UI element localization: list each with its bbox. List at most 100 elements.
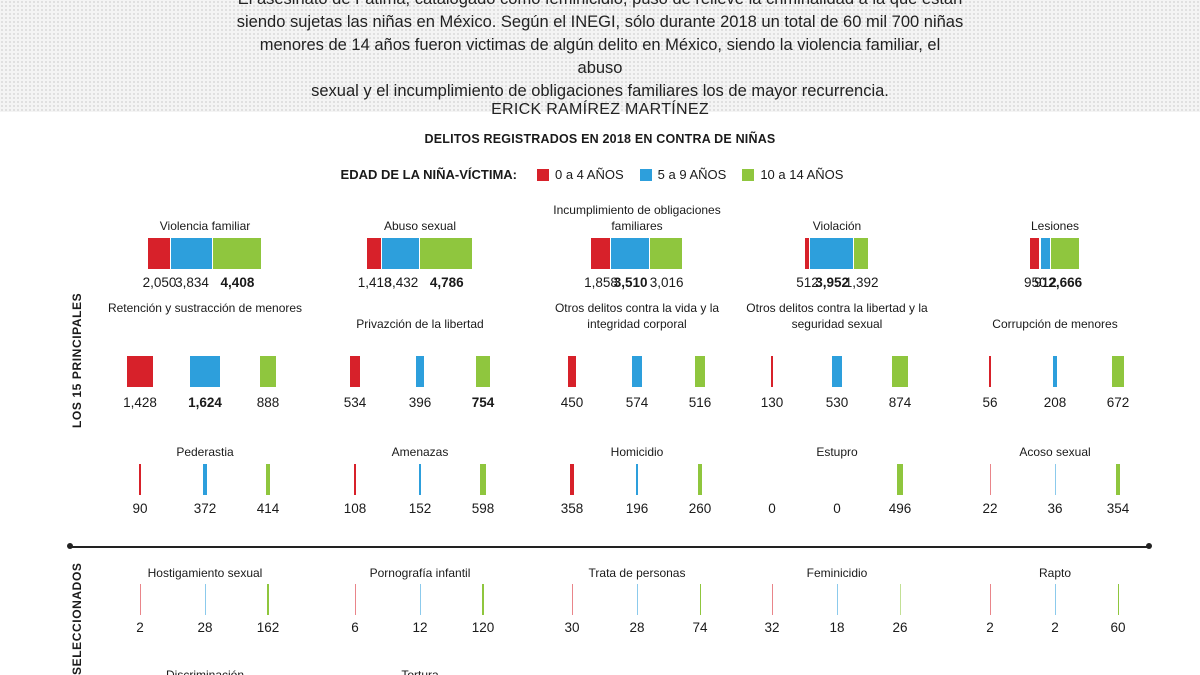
bar-feminicidio-1: [836, 584, 838, 615]
value-label-violacion-1: 3,952: [815, 275, 850, 290]
value-label-pederastia-1: 372: [193, 501, 217, 516]
value-label-otros-delitos-contra-la-libertad-y-la-seguridad-sexual-2: 874: [888, 395, 912, 410]
panel-title-rapto: Rapto: [1038, 566, 1072, 580]
panel-title-pederastia: Pederastia: [176, 445, 234, 459]
bar-trata-de-personas-2: [699, 584, 701, 615]
value-label-homicidio-2: 260: [688, 501, 712, 516]
value-label-abuso-sexual-2: 4,786: [429, 275, 464, 290]
panel-title-pornografia-infantil: Pornografía infantil: [369, 566, 471, 580]
bar-retencion-y-sustraccion-de-menores-0: [126, 356, 154, 387]
bar-rapto-1: [1054, 584, 1056, 615]
bar-trata-de-personas-1: [636, 584, 638, 615]
panel-title-estupro: Estupro: [816, 445, 858, 459]
bar-violacion-2: [853, 238, 869, 269]
divider-endpoint: [1146, 543, 1152, 549]
bar-otros-delitos-contra-la-vida-y-la-integridad-corporal-1: [631, 356, 643, 387]
bar-abuso-sexual-0: [366, 238, 382, 269]
value-label-violencia-familiar-1: 3,834: [175, 275, 209, 290]
bar-abuso-sexual-2: [420, 238, 473, 269]
value-label-privazcion-de-la-libertad-0: 534: [343, 395, 367, 410]
value-label-rapto-0: 2: [986, 620, 994, 635]
bar-hostigamiento-sexual-1: [204, 584, 206, 615]
panel-title-trata-de-personas: Trata de personas: [588, 566, 686, 580]
bar-trata-de-personas-0: [571, 584, 573, 615]
bar-corrupcion-de-menores-2: [1111, 356, 1125, 387]
intro-line: menores de 14 años fueron victimas de al…: [259, 36, 941, 77]
bar-corrupcion-de-menores-1: [1053, 356, 1057, 387]
value-label-amenazas-0: 108: [343, 501, 367, 516]
panel-title-privazcion-de-la-libertad: Privazción de la libertad: [356, 317, 484, 331]
value-label-lesiones-0: 950: [1023, 275, 1047, 290]
intro-paragraph: El asesinato de Fátima, catalogado como …: [235, 0, 965, 103]
value-label-estupro-0: 0: [768, 501, 776, 516]
value-label-pornografia-infantil-1: 12: [412, 620, 428, 635]
legend-item-0-4: 0 a 4 AÑOS: [537, 167, 624, 182]
value-label-corrupcion-de-menores-1: 208: [1043, 395, 1067, 410]
value-label-corrupcion-de-menores-2: 672: [1106, 395, 1130, 410]
value-label-feminicidio-1: 18: [829, 620, 845, 635]
panel-title-retencion-y-sustraccion-de-menores: Retención y sustracción de menores: [107, 301, 303, 315]
bar-pederastia-2: [265, 464, 271, 495]
bar-amenazas-1: [419, 464, 421, 495]
bar-acoso-sexual-1: [1054, 464, 1056, 495]
value-label-privazcion-de-la-libertad-2: 754: [471, 395, 495, 410]
legend-swatch-red: [537, 168, 549, 181]
panel-title-corrupcion-de-menores: Corrupción de menores: [992, 317, 1118, 331]
value-label-acoso-sexual-2: 354: [1106, 501, 1130, 516]
bar-violacion-0: [804, 238, 810, 269]
panel-title-otros-delitos-contra-la-vida-y-la-integridad-corporal: Otros delitos contra la vida y la integr…: [554, 301, 720, 331]
legend-label: 0 a 4 AÑOS: [555, 167, 624, 182]
bar-incumplimiento-de-obligaciones-familiares-0: [590, 238, 611, 269]
value-label-rapto-1: 2: [1051, 620, 1059, 635]
value-label-rapto-2: 60: [1110, 620, 1126, 635]
bar-pederastia-0: [139, 464, 141, 495]
value-label-pederastia-0: 90: [132, 501, 148, 516]
bar-feminicidio-2: [899, 584, 901, 615]
value-label-acoso-sexual-0: 22: [982, 501, 998, 516]
bar-pornografia-infantil-0: [354, 584, 356, 615]
panel-title-violacion: Violación: [812, 219, 862, 233]
bar-corrupcion-de-menores-0: [989, 356, 991, 387]
section-divider: [70, 546, 1150, 548]
panel-title-homicidio: Homicidio: [610, 445, 664, 459]
bar-incumplimiento-de-obligaciones-familiares-1: [611, 238, 649, 269]
panel-title-amenazas: Amenazas: [391, 445, 449, 459]
value-label-amenazas-1: 152: [408, 501, 432, 516]
intro-line: sexual y el incumplimiento de obligacion…: [311, 82, 889, 100]
bar-violencia-familiar-2: [213, 238, 261, 269]
value-label-abuso-sexual-1: 3,432: [384, 275, 419, 290]
value-label-homicidio-1: 196: [625, 501, 649, 516]
value-label-trata-de-personas-2: 74: [692, 620, 708, 635]
panel-title-discriminacion: Discriminación: [165, 668, 245, 675]
bar-hostigamiento-sexual-2: [267, 584, 269, 615]
bar-violencia-familiar-0: [148, 238, 170, 269]
value-label-privazcion-de-la-libertad-1: 396: [408, 395, 432, 410]
panel-title-lesiones: Lesiones: [1030, 219, 1080, 233]
bar-abuso-sexual-1: [382, 238, 420, 269]
bar-retencion-y-sustraccion-de-menores-1: [190, 356, 220, 387]
bar-lesiones-2: [1050, 238, 1079, 269]
divider-endpoint: [67, 543, 73, 549]
intro-line: El asesinato de Fátima, catalogado como …: [235, 0, 965, 11]
bar-otros-delitos-contra-la-libertad-y-la-seguridad-sexual-0: [770, 356, 774, 387]
bar-pederastia-1: [202, 464, 208, 495]
bar-otros-delitos-contra-la-vida-y-la-integridad-corporal-0: [567, 356, 577, 387]
bar-lesiones-0: [1030, 238, 1040, 269]
legend-swatch-blue: [639, 168, 652, 181]
value-label-violencia-familiar-0: 2,050: [142, 275, 177, 290]
bar-otros-delitos-contra-la-vida-y-la-integridad-corporal-2: [695, 356, 705, 387]
value-label-otros-delitos-contra-la-vida-y-la-integridad-corporal-0: 450: [560, 395, 584, 410]
bar-acoso-sexual-2: [1115, 464, 1121, 495]
author-byline: ERICK RAMÍREZ MARTÍNEZ: [491, 101, 709, 118]
bar-privazcion-de-la-libertad-2: [476, 356, 490, 387]
value-label-lesiones-2: 2,666: [1048, 275, 1083, 290]
value-label-hostigamiento-sexual-0: 2: [136, 620, 144, 635]
bar-otros-delitos-contra-la-libertad-y-la-seguridad-sexual-2: [891, 356, 909, 387]
value-label-incumplimiento-de-obligaciones-familiares-2: 3,016: [649, 275, 684, 290]
value-label-incumplimiento-de-obligaciones-familiares-0: 1,858: [584, 275, 618, 290]
panel-title-incumplimiento-de-obligaciones-familiares: Incumplimiento de obligaciones familiare…: [553, 203, 721, 233]
bar-otros-delitos-contra-la-libertad-y-la-seguridad-sexual-1: [832, 356, 842, 387]
panel-title-violencia-familiar: Violencia familiar: [159, 219, 251, 233]
value-label-feminicidio-2: 26: [892, 620, 908, 635]
